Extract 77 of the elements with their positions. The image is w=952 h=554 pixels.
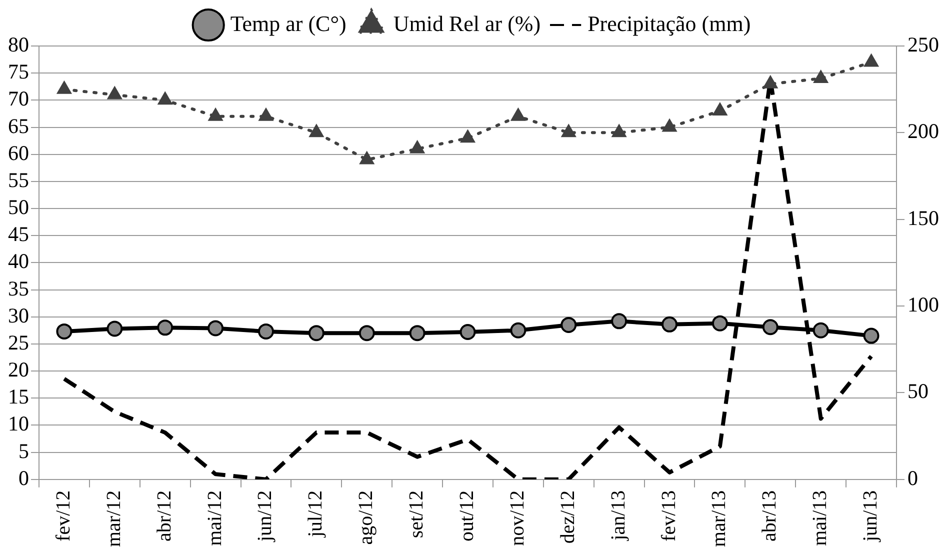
point [360,152,374,164]
x-tick-label: jun/13 [860,490,882,542]
y-tick-label: 25 [8,330,29,354]
y-tick-label: 0 [18,466,29,490]
y-tick-label: 10 [8,412,29,436]
x-tick-label: fev/13 [658,490,680,542]
x-tick-label: abr/12 [153,490,176,542]
y-tick-label: 30 [8,303,29,328]
y-tick-label: 20 [8,358,29,382]
point [57,81,72,94]
point [460,324,476,340]
y2-tick-label: 250 [908,32,939,57]
y-tick-label: 80 [8,32,29,57]
x-tick-label: out/12 [456,490,478,542]
x-tick-label: jul/12 [304,490,327,538]
point [611,313,628,330]
x-tick-label: set/12 [406,490,428,538]
y-tick-label: 15 [8,384,29,409]
point [258,108,274,121]
x-tick-label: dez/12 [556,490,579,544]
x-tick-label: fev/12 [52,490,74,542]
legend-label: Umid Rel ar (%) [393,10,541,36]
x-tick-label: jun/12 [254,490,276,542]
point [712,315,728,332]
point [460,130,475,143]
legend-label: Temp ar (C°) [230,10,346,36]
y-tick-label: 65 [8,114,29,138]
point [812,322,829,338]
y2-tick-label: 100 [908,292,939,317]
y-tick-label: 60 [8,140,29,165]
point [258,323,274,340]
y2-tick-label: 50 [908,379,928,404]
y2-tick-label: 200 [908,119,939,144]
point [308,325,324,342]
point [864,54,878,67]
y-tick-label: 55 [8,168,29,192]
point [562,124,576,138]
y-tick-label: 75 [8,60,29,84]
y2-tick-label: 150 [908,206,939,230]
point [208,320,224,336]
point [108,86,122,100]
point [511,108,526,121]
point [763,76,778,88]
y2-tick-label: 0 [908,466,918,490]
x-tick-label: mar/12 [102,490,125,548]
point [863,328,880,344]
point [762,319,778,336]
point [612,124,626,138]
point [560,316,577,333]
point [662,316,678,332]
point [157,320,174,336]
x-tick-label: mai/12 [204,490,226,546]
point [358,325,375,342]
point [814,70,828,83]
x-tick-label: abr/13 [758,490,781,542]
x-tick-label: nov/12 [506,490,528,546]
y-tick-label: 70 [8,86,29,111]
legend-label: Precipitação (mm) [588,10,751,36]
point [510,322,526,338]
point [106,320,123,337]
point [409,325,426,342]
point [309,124,324,138]
x-tick-label: mai/13 [809,490,832,546]
x-tick-label: jan/13 [607,490,630,542]
y-tick-label: 40 [8,249,29,274]
point [410,140,424,154]
y-tick-label: 5 [18,438,29,463]
point [712,103,728,116]
y-tick-label: 35 [8,276,29,300]
point [56,323,72,340]
x-tick-label: mar/13 [708,490,730,548]
y-tick-label: 50 [8,195,29,220]
point [158,92,172,105]
point [208,108,223,121]
y-tick-label: 45 [8,222,29,246]
point [662,119,677,132]
x-tick-label: ago/12 [355,490,378,545]
